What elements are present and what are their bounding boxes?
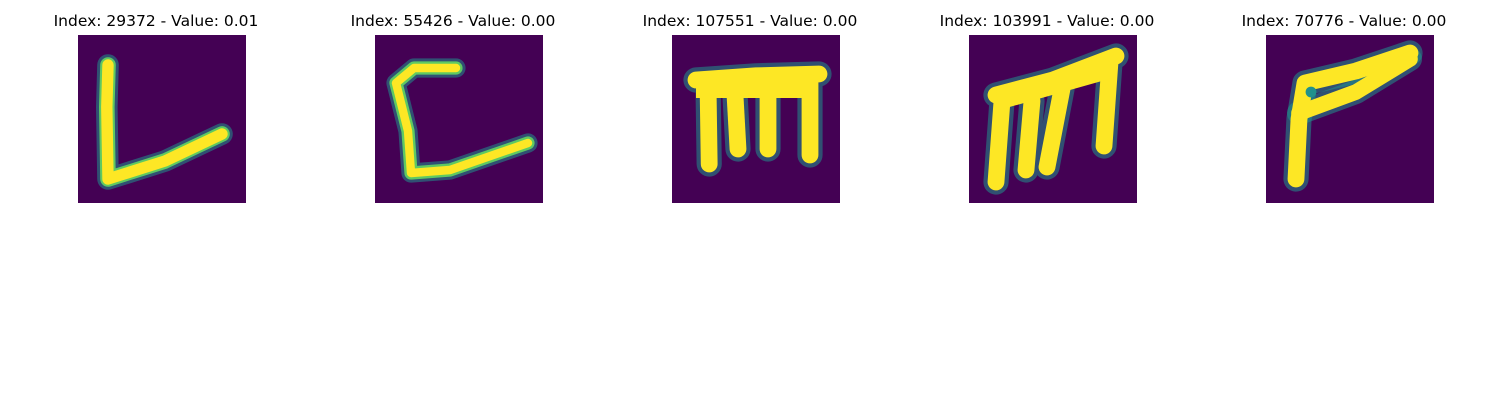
digit-image-4 xyxy=(969,35,1137,203)
image-panel-5: Index: 70776 - Value: 0.00 xyxy=(1194,0,1494,210)
panel-title: Index: 107551 - Value: 0.00 xyxy=(642,12,858,30)
image-panel-1: Index: 29372 - Value: 0.01 xyxy=(6,0,306,210)
panel-title: Index: 103991 - Value: 0.00 xyxy=(939,12,1155,30)
digit-image-2 xyxy=(375,35,543,203)
image-panel-3: Index: 107551 - Value: 0.00 xyxy=(600,0,900,210)
digit-image-1 xyxy=(78,35,246,203)
panel-title: Index: 55426 - Value: 0.00 xyxy=(350,12,556,30)
digit-image-3 xyxy=(672,35,840,203)
image-panel-2: Index: 55426 - Value: 0.00 xyxy=(303,0,603,210)
panel-title: Index: 29372 - Value: 0.01 xyxy=(53,12,259,30)
image-panel-4: Index: 103991 - Value: 0.00 xyxy=(897,0,1197,210)
panel-title: Index: 70776 - Value: 0.00 xyxy=(1241,12,1447,30)
digit-image-5 xyxy=(1266,35,1434,203)
